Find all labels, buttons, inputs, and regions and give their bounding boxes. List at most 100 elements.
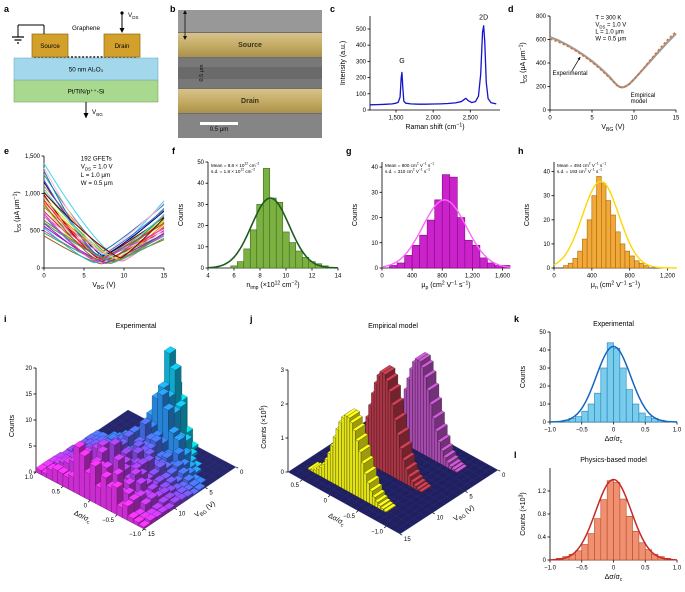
k-axes: −1.0 −0.5 0 0.5 1.0 0 10 20 30 40 50 Δσ/σc Counts — [520, 330, 682, 445]
hist-bar — [581, 410, 589, 423]
vds-terminal — [120, 11, 124, 15]
svg-text:Δσ/σc: Δσ/σc — [605, 574, 623, 583]
svg-text:μp (cm2 V−1 s−1): μp (cm2 V−1 s−1) — [421, 280, 470, 290]
raman-spectrum-chart: 1,500 2,000 2,500 0 100 200 300 400 500 Raman shi… — [340, 15, 500, 131]
svg-text:−1.0: −1.0 — [371, 529, 384, 535]
svg-text:−0.5: −0.5 — [102, 518, 115, 524]
hist-bar — [464, 239, 473, 269]
oxide-layer — [13, 57, 159, 81]
svg-text:0: 0 — [612, 428, 616, 434]
hist3d-bars — [35, 346, 207, 530]
svg-text:1,200: 1,200 — [660, 274, 676, 280]
mun-histogram: 0 400 800 1,200 0 10 20 30 40 μn (cm2 V−1 s−1) Cou… — [524, 161, 678, 291]
hist-bar — [594, 518, 602, 561]
panel-letter-d: d — [508, 4, 514, 14]
schematic-group: 50 nm Al₂O₃ Pt/TiN/p⁺⁺-Si Graphene Source Dr… — [12, 11, 159, 119]
svg-text:L = 1.0 μm: L = 1.0 μm — [81, 172, 110, 179]
svg-text:0.4: 0.4 — [538, 535, 547, 541]
panel-letter-h: h — [518, 146, 524, 156]
svg-text:10: 10 — [631, 116, 638, 122]
panel-a: a 50 nm Al₂O₃ Pt/TiN/p⁺⁺-Si Graphene Source… — [4, 4, 168, 145]
svg-text:0: 0 — [375, 266, 379, 272]
svg-text:s.d. = 1.8 × 1012 cm−2: s.d. = 1.8 × 1012 cm−2 — [211, 167, 255, 174]
svg-text:5: 5 — [209, 491, 213, 497]
panel-letter-c: c — [330, 4, 336, 14]
svg-text:VDS: VDS — [128, 12, 138, 20]
hist-bar — [625, 389, 633, 423]
panel-l: l −1.0 −0.5 0 0.5 1.0 0 0.4 0.8 1.2 Δσ/σc Counts (… — [514, 450, 683, 590]
hist-bar — [591, 195, 597, 269]
svg-text:Experimental: Experimental — [116, 323, 157, 330]
svg-text:Counts: Counts — [524, 203, 531, 226]
svg-text:μn (cm2 V−1 s−1): μn (cm2 V−1 s−1) — [591, 280, 640, 290]
svg-text:30: 30 — [371, 190, 378, 196]
experimental-histogram: −1.0 −0.5 0 0.5 1.0 0 10 20 30 40 50 Δσ/σc Counts Exp… — [520, 321, 682, 445]
svg-text:Mean = 8.8 × 1012 cm−2: Mean = 8.8 × 1012 cm−2 — [211, 161, 259, 168]
svg-text:nimp (×1012 cm−2): nimp (×1012 cm−2) — [246, 280, 299, 290]
hist-bar — [441, 174, 451, 269]
svg-text:0.5: 0.5 — [52, 489, 61, 495]
hist-bar — [587, 533, 595, 561]
svg-text:s.d. = 310 cm2 V−1 s−1: s.d. = 310 cm2 V−1 s−1 — [385, 167, 430, 174]
svg-text:VBG (V): VBG (V) — [601, 124, 624, 133]
svg-text:800: 800 — [437, 274, 448, 280]
hist-bar — [596, 176, 602, 269]
hist-bar — [389, 265, 398, 269]
svg-text:VBG (V): VBG (V) — [453, 504, 477, 524]
svg-text:200: 200 — [356, 76, 367, 82]
svg-text:10: 10 — [25, 418, 32, 424]
svg-text:40: 40 — [543, 170, 550, 176]
svg-text:−0.5: −0.5 — [343, 514, 356, 520]
hist-bar — [600, 367, 608, 423]
gfet-family-chart: 0 5 10 15 0 500 1,000 1,500 VBG (V) IDS (μA μm−1)… — [12, 154, 168, 291]
svg-text:−1.0: −1.0 — [129, 532, 142, 538]
svg-text:40: 40 — [371, 165, 378, 171]
hist-bar — [563, 265, 569, 269]
hist-bar — [456, 217, 466, 269]
panel-k: k −1.0 −0.5 0 0.5 1.0 0 10 20 30 40 50 Δσ/σc Counts E… — [514, 314, 683, 448]
hist-bar — [619, 243, 626, 269]
hist-bar — [638, 262, 645, 269]
svg-text:15: 15 — [673, 116, 680, 122]
svg-text:−0.5: −0.5 — [576, 566, 589, 572]
c-axes: 1,500 2,000 2,500 0 100 200 300 400 500 Raman shi… — [340, 16, 500, 131]
svg-text:0: 0 — [612, 566, 616, 572]
svg-text:0: 0 — [543, 558, 547, 564]
panel-letter-l: l — [514, 450, 517, 460]
svg-text:0: 0 — [547, 266, 551, 272]
svg-text:Pt/TiN/p⁺⁺-Si: Pt/TiN/p⁺⁺-Si — [68, 89, 105, 96]
svg-text:Mean = 494 cm2 V−1 s−1: Mean = 494 cm2 V−1 s−1 — [557, 161, 606, 168]
svg-text:10: 10 — [437, 516, 444, 522]
hist-bar — [634, 260, 640, 269]
hist-bar — [594, 392, 602, 423]
svg-text:800: 800 — [625, 274, 636, 280]
svg-text:400: 400 — [536, 61, 547, 67]
gfet-curve — [43, 222, 165, 263]
svg-text:1.2: 1.2 — [538, 489, 547, 495]
svg-text:10: 10 — [179, 511, 186, 517]
fit-curve — [207, 197, 339, 269]
gfet-curve — [43, 188, 165, 258]
svg-text:3: 3 — [281, 368, 285, 374]
svg-text:Counts (×103): Counts (×103) — [518, 492, 527, 536]
svg-text:0: 0 — [543, 420, 547, 426]
svg-text:1: 1 — [281, 436, 285, 442]
svg-text:5: 5 — [82, 274, 86, 280]
svg-text:1,500: 1,500 — [25, 154, 41, 160]
svg-text:0: 0 — [380, 274, 384, 280]
hist-bar — [230, 265, 238, 269]
svg-text:6: 6 — [232, 274, 236, 280]
svg-text:1.0: 1.0 — [673, 566, 682, 572]
nimp-histogram: 4 6 8 10 12 14 0 10 20 30 40 50 nimp (×1012 cm−2) Cou… — [178, 160, 342, 291]
svg-text:2,500: 2,500 — [463, 116, 479, 122]
svg-text:5: 5 — [29, 444, 33, 450]
panel-d: d 0 5 10 15 0 200 400 600 800 VBG (V) IDS (μA μm−1… — [508, 4, 683, 145]
svg-text:15: 15 — [25, 392, 32, 398]
svg-text:Experimental: Experimental — [553, 71, 588, 77]
svg-text:2: 2 — [281, 402, 285, 408]
k-bars — [562, 342, 665, 423]
svg-text:Counts: Counts — [9, 414, 16, 437]
svg-text:1,200: 1,200 — [465, 274, 481, 280]
svg-text:10: 10 — [543, 242, 550, 248]
